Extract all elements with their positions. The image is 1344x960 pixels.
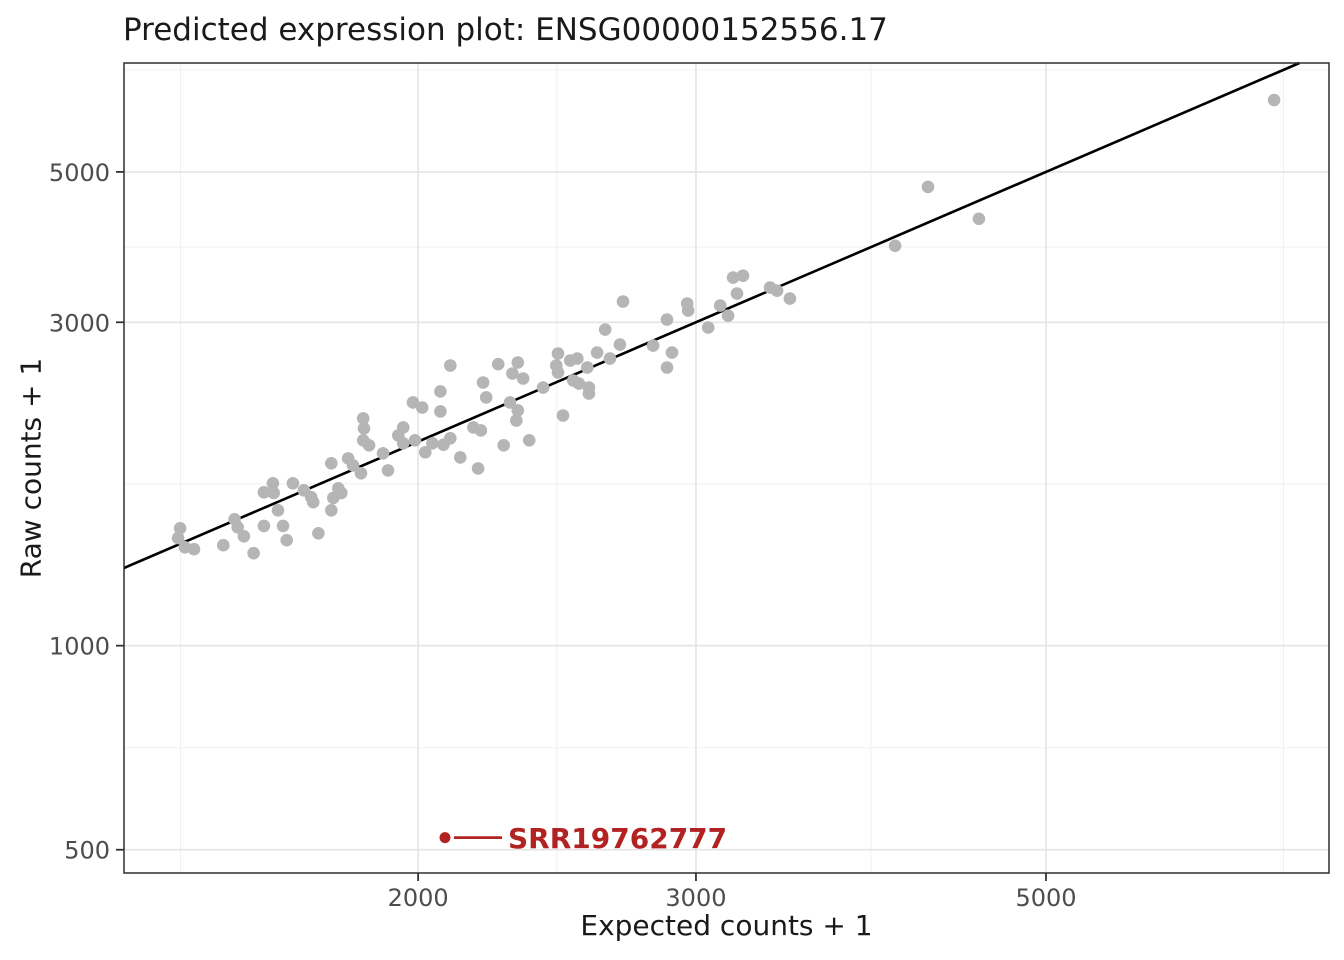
data-point [479,391,493,404]
data-point [921,180,935,194]
data-point [582,387,596,400]
data-point [522,434,536,447]
y-axis-title: Raw counts + 1 [14,357,48,579]
data-point [257,486,271,499]
data-point [267,486,281,500]
data-point [571,352,584,365]
data-point [271,504,285,517]
data-point [516,372,530,385]
data-point [972,212,986,226]
data-point [1267,93,1281,107]
data-point [266,477,280,490]
data-point [217,538,230,552]
data-point [325,504,338,517]
data-point [346,459,360,472]
data-point [357,422,371,435]
data-point [444,359,457,372]
data-point [503,396,517,409]
data-point [770,284,784,298]
data-point [376,447,390,460]
data-point [888,239,902,253]
y-tick-label: 500 [64,837,110,865]
data-point [681,304,695,317]
x-tick-label: 5000 [1015,884,1076,912]
data-point [726,271,740,284]
data-point [426,437,439,450]
data-point [437,438,450,452]
data-point [396,437,410,450]
y-tick-label: 3000 [49,309,110,337]
data-point [276,519,290,533]
data-point [713,299,727,312]
data-point [506,367,519,380]
data-point [306,495,320,509]
data-point [616,295,630,308]
data-point [381,464,395,477]
plot-title: Predicted expression plot: ENSG000001525… [123,12,888,48]
x-tick-label: 2000 [388,884,449,912]
data-point [406,396,420,409]
data-point [665,346,679,359]
data-point [171,531,185,545]
data-point [736,269,750,283]
x-tick-label: 3000 [665,884,726,912]
data-point [356,412,370,425]
data-point [497,439,511,452]
data-point [408,434,422,447]
data-point [551,366,565,379]
data-point [730,287,744,300]
data-point [572,377,586,390]
data-point [783,292,797,305]
identity-line [123,61,1300,570]
data-point [415,401,429,414]
data-point [231,521,244,534]
data-point [660,361,674,374]
data-point [173,522,187,535]
y-tick-label: 5000 [49,159,110,187]
data-point [286,477,300,490]
data-point [646,339,660,352]
data-point [454,451,467,464]
data-point [491,357,505,371]
data-point [280,533,294,547]
highlight-label: SRR19762777 [508,822,727,855]
data-point [335,486,348,500]
data-point [510,414,523,427]
data-point [362,439,376,452]
data-point [721,309,735,323]
data-point [471,462,485,475]
data-point [590,346,604,359]
data-point [613,338,627,351]
data-point [701,321,715,334]
data-point [187,542,201,556]
data-point [476,376,490,389]
panel-border [123,62,1330,874]
data-point [434,385,447,398]
data-point [434,405,447,418]
data-point [603,352,617,365]
data-point [237,530,251,543]
data-point [419,446,432,459]
data-point [354,467,368,480]
y-tick-label: 1000 [49,633,110,661]
data-point [556,409,570,422]
data-point [247,546,260,560]
highlighted-point [439,832,451,844]
data-point [325,457,338,470]
data-point [396,421,410,434]
data-point [598,323,612,336]
data-point [257,519,271,533]
data-point [536,381,550,394]
data-point [312,527,325,540]
data-point [511,404,525,417]
x-axis-title: Expected counts + 1 [580,909,873,942]
data-point [551,347,565,360]
data-point [511,356,525,369]
data-point [660,313,674,326]
data-point [581,361,594,374]
data-point [474,424,488,437]
